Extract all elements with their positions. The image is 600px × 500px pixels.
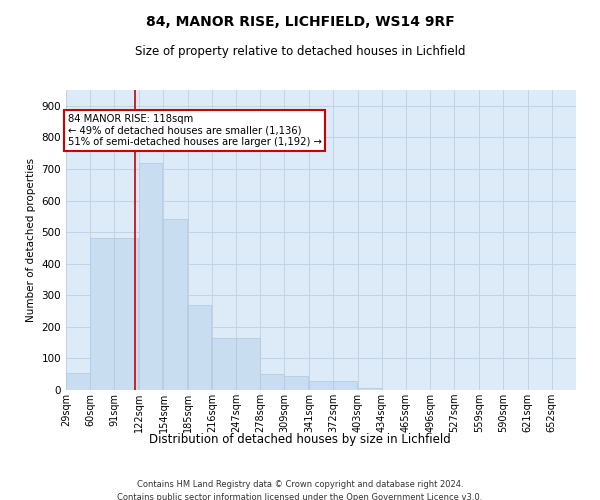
Bar: [358, 388, 382, 390]
Bar: [284, 376, 308, 390]
Bar: [163, 220, 187, 390]
Bar: [66, 372, 90, 390]
Bar: [310, 380, 333, 390]
Bar: [139, 162, 163, 390]
Bar: [334, 380, 357, 390]
Y-axis label: Number of detached properties: Number of detached properties: [26, 158, 36, 322]
Text: Contains HM Land Registry data © Crown copyright and database right 2024.: Contains HM Land Registry data © Crown c…: [137, 480, 463, 489]
Bar: [260, 374, 284, 390]
Bar: [236, 338, 260, 390]
Bar: [90, 238, 114, 390]
Bar: [188, 304, 211, 390]
Text: 84 MANOR RISE: 118sqm
← 49% of detached houses are smaller (1,136)
51% of semi-d: 84 MANOR RISE: 118sqm ← 49% of detached …: [68, 114, 322, 147]
Text: 84, MANOR RISE, LICHFIELD, WS14 9RF: 84, MANOR RISE, LICHFIELD, WS14 9RF: [146, 15, 454, 29]
Text: Contains public sector information licensed under the Open Government Licence v3: Contains public sector information licen…: [118, 492, 482, 500]
Text: Size of property relative to detached houses in Lichfield: Size of property relative to detached ho…: [135, 45, 465, 58]
Bar: [212, 338, 236, 390]
Bar: [115, 238, 138, 390]
Text: Distribution of detached houses by size in Lichfield: Distribution of detached houses by size …: [149, 432, 451, 446]
